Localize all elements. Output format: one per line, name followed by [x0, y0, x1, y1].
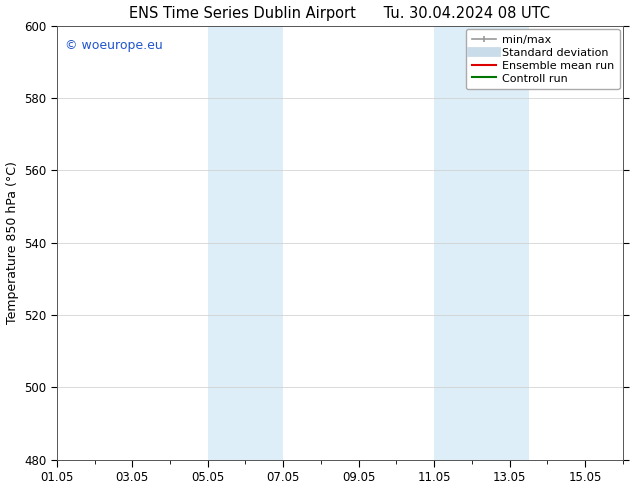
Bar: [208, 26, 283, 460]
Text: © woeurope.eu: © woeurope.eu: [65, 39, 163, 52]
Bar: [434, 26, 529, 460]
Title: ENS Time Series Dublin Airport      Tu. 30.04.2024 08 UTC: ENS Time Series Dublin Airport Tu. 30.04…: [129, 5, 550, 21]
Legend: min/max, Standard deviation, Ensemble mean run, Controll run: min/max, Standard deviation, Ensemble me…: [466, 29, 619, 89]
Y-axis label: Temperature 850 hPa (°C): Temperature 850 hPa (°C): [6, 161, 18, 324]
